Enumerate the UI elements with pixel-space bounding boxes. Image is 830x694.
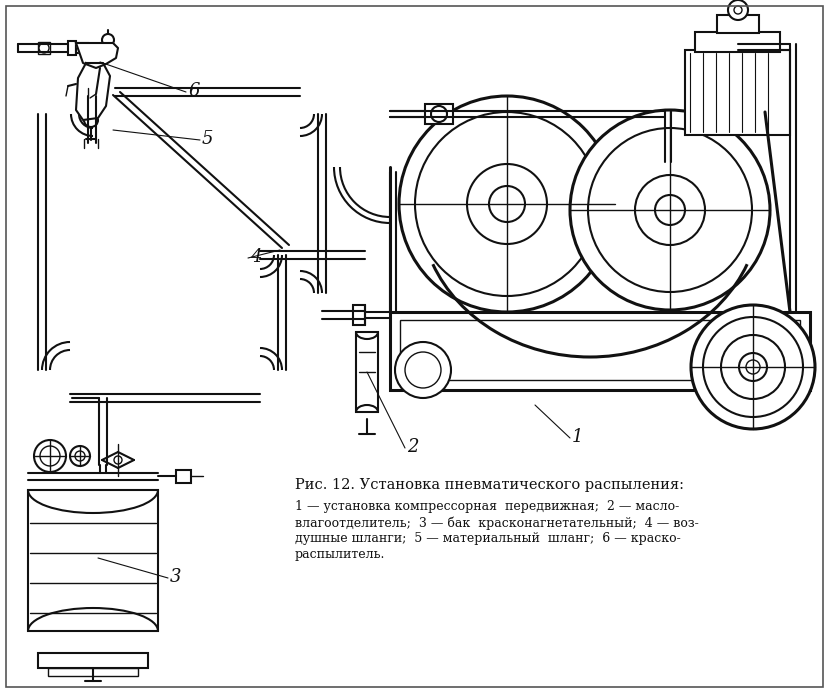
Bar: [390, 312, 810, 390]
Circle shape: [70, 446, 90, 466]
Bar: [353, 305, 365, 325]
Circle shape: [395, 342, 451, 398]
Circle shape: [691, 305, 815, 429]
Bar: [425, 104, 453, 124]
Circle shape: [739, 353, 767, 381]
Text: 1 — установка компрессорная  передвижная;  2 — масло-: 1 — установка компрессорная передвижная;…: [295, 500, 679, 513]
Bar: [400, 320, 800, 380]
Bar: [38, 42, 50, 54]
Text: распылитель.: распылитель.: [295, 548, 385, 561]
Circle shape: [34, 440, 66, 472]
Circle shape: [728, 0, 748, 20]
Bar: [356, 332, 378, 412]
Text: влагоотделитель;  3 — бак  красконагнетательный;  4 — воз-: влагоотделитель; 3 — бак красконагнетате…: [295, 516, 699, 530]
Bar: [695, 32, 780, 52]
Circle shape: [399, 96, 615, 312]
Text: 3: 3: [170, 568, 182, 586]
Circle shape: [655, 195, 685, 225]
Text: 6: 6: [188, 82, 199, 100]
Bar: [176, 470, 191, 483]
Text: Рис. 12. Установка пневматического распыления:: Рис. 12. Установка пневматического распы…: [295, 478, 684, 492]
Bar: [48, 668, 138, 676]
Text: 2: 2: [407, 438, 418, 456]
Polygon shape: [76, 63, 110, 120]
Circle shape: [84, 113, 98, 127]
Text: 4: 4: [250, 248, 261, 266]
Circle shape: [570, 110, 770, 310]
Polygon shape: [76, 43, 118, 68]
Circle shape: [39, 43, 49, 53]
Bar: [76, 43, 88, 53]
Text: 5: 5: [202, 130, 213, 148]
Circle shape: [102, 34, 114, 46]
Bar: [685, 50, 790, 135]
Bar: [717, 15, 759, 33]
Text: душные шланги;  5 — материальный  шланг;  6 — краско-: душные шланги; 5 — материальный шланг; 6…: [295, 532, 681, 545]
Text: 1: 1: [572, 428, 583, 446]
Bar: [68, 41, 76, 55]
Circle shape: [489, 186, 525, 222]
Bar: [38, 653, 148, 668]
Bar: [28, 490, 158, 631]
Circle shape: [431, 106, 447, 122]
